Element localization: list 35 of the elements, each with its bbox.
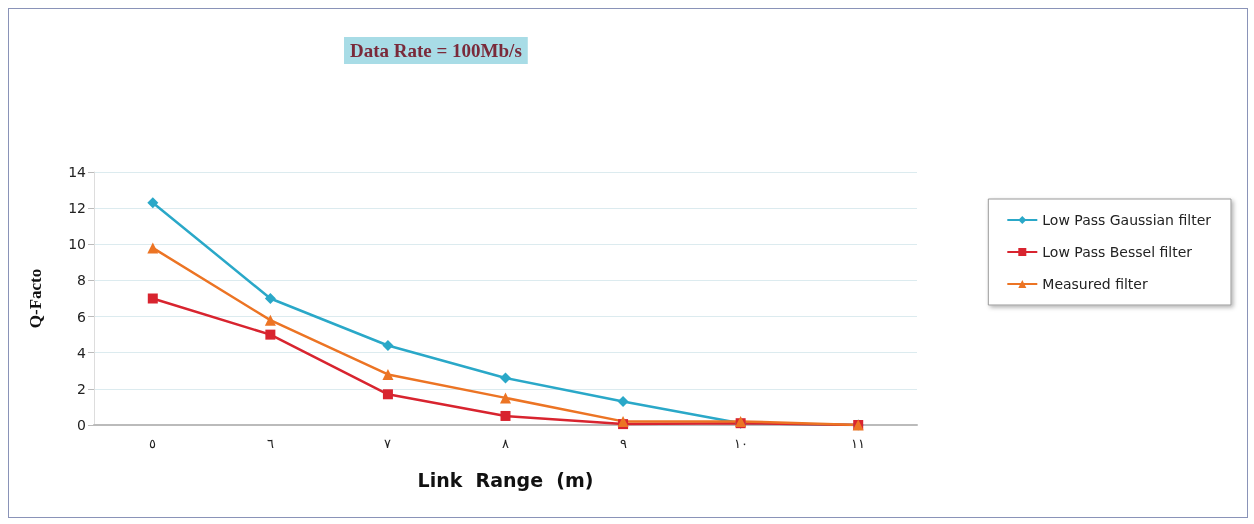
point (500, 372, 511, 384)
x-tick-label: ٦ (266, 436, 274, 451)
point (617, 415, 629, 427)
point (617, 396, 629, 408)
point (265, 329, 276, 340)
x-tick-label: ٧ (384, 436, 392, 451)
legend-label: Low Pass Bessel filter (1042, 244, 1193, 260)
x-tick-label: ١١ (851, 436, 866, 451)
point (382, 339, 394, 351)
chart-title: Data Rate = 100Mb/s (350, 40, 522, 61)
y-tick-label: 0 (77, 417, 86, 433)
point (264, 293, 276, 304)
x-axis-title: Link Range (m) (417, 468, 594, 491)
y-tick-label: 4 (77, 344, 87, 361)
y-tick-label: 2 (77, 380, 86, 397)
y-tick-label: 8 (77, 272, 86, 289)
y-tick-label: 10 (68, 236, 86, 253)
point (382, 368, 394, 380)
point (147, 293, 158, 304)
x-tick-label: ٩ (619, 436, 627, 451)
point (147, 242, 159, 254)
x-tick-label: ٥ (149, 436, 157, 451)
x-tick-label: ١٠ (733, 436, 748, 451)
y-axis-title: Q-Facto (26, 268, 45, 329)
y-tick-label: 6 (77, 308, 87, 325)
y-tick-label: 12 (68, 200, 86, 217)
point (147, 197, 159, 209)
legend-label: Low Pass Gaussian filter (1042, 212, 1212, 228)
point (500, 392, 511, 404)
point (382, 389, 393, 400)
y-tick-label: 14 (68, 164, 87, 180)
point (500, 410, 511, 421)
legend-label: Measured filter (1042, 276, 1148, 292)
x-tick-label: ٨ (502, 436, 509, 451)
point (264, 314, 276, 326)
